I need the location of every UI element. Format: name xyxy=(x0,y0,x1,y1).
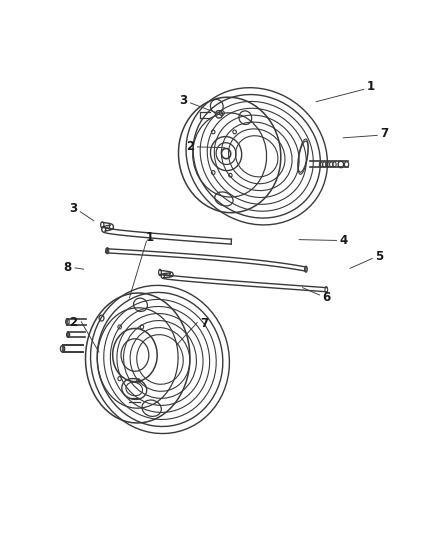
Text: 8: 8 xyxy=(64,261,72,274)
Text: 6: 6 xyxy=(322,290,330,304)
Text: 7: 7 xyxy=(200,317,208,330)
Text: 5: 5 xyxy=(375,251,383,263)
Text: 2: 2 xyxy=(69,316,78,329)
Text: 1: 1 xyxy=(366,80,374,93)
Text: 4: 4 xyxy=(339,234,347,247)
Text: 3: 3 xyxy=(180,94,188,107)
Text: 2: 2 xyxy=(187,140,194,154)
Text: 1: 1 xyxy=(146,231,154,244)
Text: 7: 7 xyxy=(380,127,388,140)
Text: 3: 3 xyxy=(69,202,78,215)
